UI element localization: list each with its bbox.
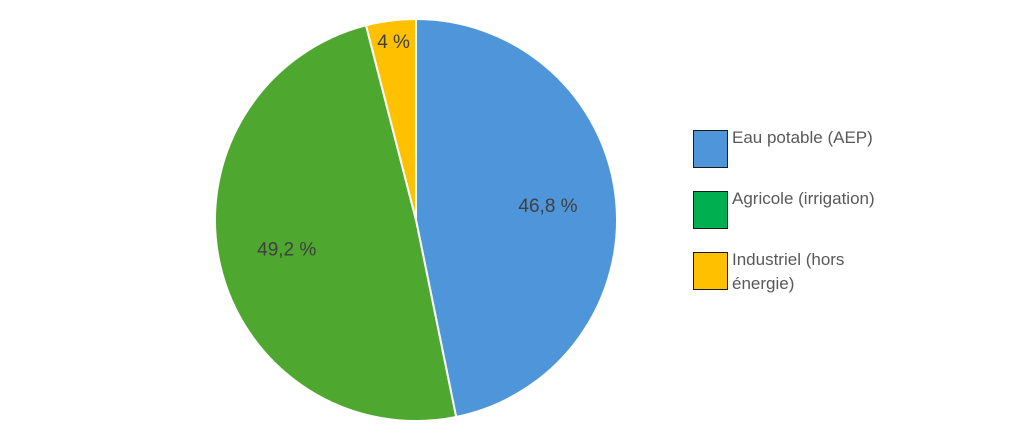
legend-item-industriel: Industriel (hors énergie): [693, 248, 883, 309]
pie-slice-agricole-irrigation: [214, 24, 458, 422]
legend-label-industriel: Industriel (hors énergie): [732, 250, 845, 293]
legend-label-eau-potable: Eau potable (AEP): [732, 128, 873, 147]
legend-item-eau-potable: Eau potable (AEP): [693, 126, 883, 187]
data-label-industriel-hors-energie: 4 %: [377, 32, 410, 53]
legend-item-agricole: Agricole (irrigation): [693, 187, 883, 248]
legend-swatch-agricole: [693, 191, 728, 229]
pie-slice-eau-potable-aep: [415, 17, 618, 419]
legend-swatch-industriel: [693, 252, 728, 290]
legend-label-agricole: Agricole (irrigation): [732, 189, 875, 208]
chart-legend: Eau potable (AEP) Agricole (irrigation) …: [693, 126, 883, 309]
data-label-eau-potable-aep: 46,8 %: [518, 196, 577, 217]
legend-swatch-eau-potable: [693, 130, 728, 168]
pie-slice-industriel-hors-energie: [364, 17, 417, 221]
data-label-agricole-irrigation: 49,2 %: [257, 239, 316, 260]
